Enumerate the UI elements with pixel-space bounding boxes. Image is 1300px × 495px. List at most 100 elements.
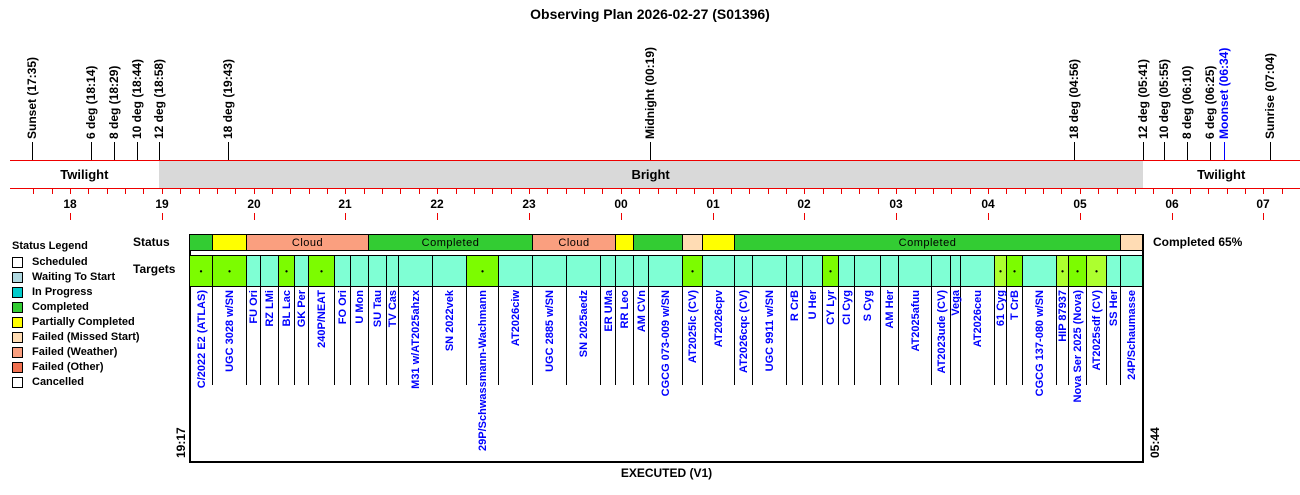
- target-cell[interactable]: •: [1007, 256, 1023, 286]
- target-divider: [802, 287, 803, 385]
- target-cell[interactable]: •: [1069, 256, 1087, 286]
- target-cell[interactable]: [1107, 256, 1121, 286]
- target-name[interactable]: T CrB: [1009, 290, 1021, 320]
- target-name[interactable]: UGC 3028 w/SN: [224, 290, 236, 372]
- minor-tick: [1172, 189, 1173, 194]
- target-cell[interactable]: •: [309, 256, 335, 286]
- target-name[interactable]: CGCG 137-080 w/SN: [1034, 290, 1046, 397]
- target-cell[interactable]: •: [213, 256, 247, 286]
- target-cell[interactable]: [247, 256, 261, 286]
- target-cell[interactable]: [1121, 256, 1143, 286]
- target-cell[interactable]: [803, 256, 823, 286]
- target-name[interactable]: AM CVn: [635, 290, 648, 333]
- target-name[interactable]: C/2022 E2 (ATLAS): [195, 290, 208, 389]
- target-name[interactable]: ER UMa: [602, 290, 615, 332]
- target-cell[interactable]: •: [190, 256, 213, 286]
- target-cell[interactable]: [499, 256, 533, 286]
- target-name[interactable]: AT2026cpv: [713, 290, 725, 348]
- target-name[interactable]: RR Leo: [619, 290, 631, 329]
- legend-item: Cancelled: [12, 376, 84, 388]
- target-cell[interactable]: [703, 256, 735, 286]
- hour-tick: [1080, 213, 1081, 220]
- target-cell[interactable]: [839, 256, 855, 286]
- target-cell[interactable]: [335, 256, 351, 286]
- target-name[interactable]: GK Per: [296, 290, 308, 328]
- target-cell[interactable]: [433, 256, 467, 286]
- hour-tick: [70, 213, 71, 220]
- target-name[interactable]: 29P/Schwassmann-Wachmann: [477, 290, 489, 451]
- target-cell[interactable]: [616, 256, 634, 286]
- target-name[interactable]: SN 2022vek: [444, 290, 456, 352]
- target-cell[interactable]: [787, 256, 803, 286]
- target-name[interactable]: AT2023ude (CV): [935, 290, 948, 374]
- target-name[interactable]: AT2025lc (CV): [687, 290, 699, 364]
- target-cell[interactable]: •: [1087, 256, 1107, 286]
- target-name[interactable]: RZ LMi: [264, 290, 276, 327]
- target-name[interactable]: UGC 2885 w/SN: [544, 290, 556, 372]
- target-name[interactable]: UGC 9911 w/SN: [764, 290, 776, 372]
- target-name[interactable]: M31 w/AT2025ahzx: [410, 290, 422, 389]
- target-cell[interactable]: [961, 256, 995, 286]
- target-name[interactable]: AT2025afuu: [909, 290, 922, 352]
- target-name[interactable]: 61 Cyg: [995, 290, 1007, 327]
- target-name[interactable]: R CrB: [789, 290, 801, 322]
- target-cell[interactable]: •: [823, 256, 839, 286]
- target-name[interactable]: BL Lac: [281, 290, 293, 327]
- target-name[interactable]: Nova Ser 2025 (Nova): [1072, 290, 1084, 403]
- target-name[interactable]: AT2025sdf (CV): [1091, 290, 1103, 371]
- target-divider: [600, 287, 601, 385]
- target-name[interactable]: CY Lyr: [825, 290, 837, 325]
- target-cell[interactable]: [753, 256, 787, 286]
- target-name[interactable]: AT2026ceu: [972, 290, 984, 348]
- legend-swatch: [12, 376, 23, 388]
- target-name[interactable]: HIP 87937: [1057, 290, 1069, 342]
- minor-tick: [602, 189, 603, 194]
- target-cell[interactable]: [735, 256, 753, 286]
- target-name[interactable]: AM Her: [884, 290, 896, 329]
- target-name[interactable]: AT2026ciw: [510, 290, 522, 347]
- minor-tick: [566, 189, 567, 194]
- minor-tick: [474, 189, 475, 194]
- target-cell[interactable]: [295, 256, 309, 286]
- target-cell[interactable]: •: [467, 256, 499, 286]
- target-name[interactable]: SU Tau: [372, 290, 384, 328]
- target-cell[interactable]: [369, 256, 387, 286]
- target-cell[interactable]: [567, 256, 601, 286]
- target-cell[interactable]: [951, 256, 961, 286]
- target-name[interactable]: FU Ori: [248, 290, 260, 324]
- target-name[interactable]: FO Ori: [337, 290, 349, 325]
- target-cell[interactable]: [399, 256, 433, 286]
- target-cell[interactable]: [649, 256, 683, 286]
- target-name[interactable]: SS Her: [1108, 290, 1120, 327]
- target-name[interactable]: CI Cyg: [841, 290, 853, 325]
- target-cell[interactable]: [932, 256, 951, 286]
- target-cell[interactable]: [855, 256, 881, 286]
- legend-label: Failed (Other): [32, 361, 104, 373]
- target-name[interactable]: Vega: [950, 290, 962, 316]
- target-name[interactable]: CGCG 073-009 w/SN: [660, 290, 672, 397]
- target-cell[interactable]: [601, 256, 616, 286]
- target-cell[interactable]: [634, 256, 649, 286]
- target-name[interactable]: 240P/NEAT: [316, 290, 328, 348]
- target-name[interactable]: 24P/Schaumasse: [1126, 290, 1138, 380]
- target-name[interactable]: U Mon: [354, 290, 366, 324]
- target-cell[interactable]: [881, 256, 899, 286]
- target-cell[interactable]: [351, 256, 369, 286]
- target-name[interactable]: TV Cas: [387, 290, 399, 328]
- target-cell[interactable]: •: [1057, 256, 1069, 286]
- target-cell[interactable]: [1023, 256, 1057, 286]
- target-name[interactable]: SN 2025aedz: [578, 290, 590, 358]
- minor-tick: [70, 189, 71, 194]
- minor-tick: [217, 189, 218, 194]
- target-cell[interactable]: •: [683, 256, 703, 286]
- target-cell[interactable]: •: [995, 256, 1007, 286]
- target-name[interactable]: S Cyg: [862, 290, 874, 322]
- target-name[interactable]: U Her: [807, 290, 819, 320]
- target-name[interactable]: AT2026cqc (CV): [738, 290, 750, 373]
- target-cell[interactable]: [387, 256, 399, 286]
- target-cell[interactable]: [261, 256, 279, 286]
- target-cell[interactable]: •: [279, 256, 295, 286]
- target-cell[interactable]: [899, 256, 932, 286]
- hour-label: 02: [797, 197, 811, 211]
- target-cell[interactable]: [533, 256, 567, 286]
